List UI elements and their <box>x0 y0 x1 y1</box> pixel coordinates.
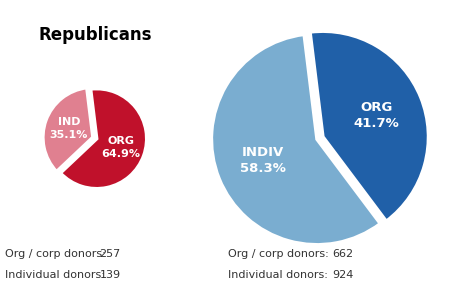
Wedge shape <box>211 34 381 245</box>
Text: INDIV
58.3%: INDIV 58.3% <box>240 146 286 176</box>
Text: Org / corp donors:: Org / corp donors: <box>5 249 106 259</box>
Text: 662: 662 <box>332 249 353 259</box>
Text: ORG
64.9%: ORG 64.9% <box>101 136 140 158</box>
Title: Republicans: Republicans <box>38 26 152 44</box>
Text: 139: 139 <box>100 270 121 280</box>
Text: ORG
41.7%: ORG 41.7% <box>354 100 400 130</box>
Text: IND
35.1%: IND 35.1% <box>50 118 88 140</box>
Text: 924: 924 <box>332 270 353 280</box>
Title: Democrats: Democrats <box>269 0 371 2</box>
Text: Org / corp donors:: Org / corp donors: <box>228 249 328 259</box>
Text: Individual donors:: Individual donors: <box>228 270 328 280</box>
Wedge shape <box>310 31 428 221</box>
Text: Individual donors:: Individual donors: <box>5 270 105 280</box>
Text: 257: 257 <box>100 249 121 259</box>
Wedge shape <box>43 88 93 172</box>
Wedge shape <box>60 88 147 189</box>
